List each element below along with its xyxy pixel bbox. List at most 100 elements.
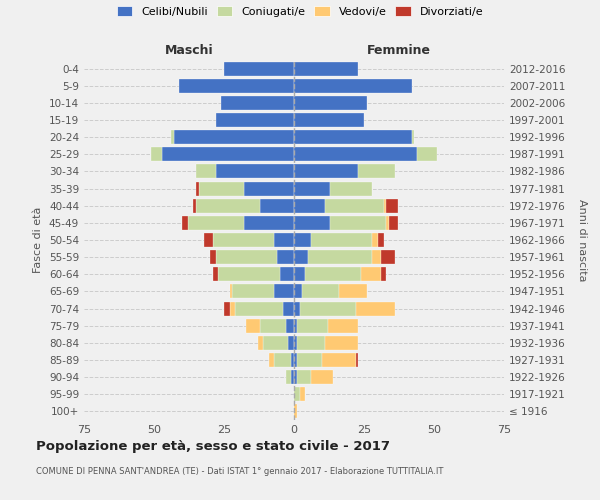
Bar bbox=[213, 268, 218, 281]
Bar bbox=[215, 164, 294, 178]
Bar bbox=[294, 182, 331, 196]
Bar bbox=[244, 182, 294, 196]
Bar bbox=[294, 148, 417, 162]
Bar bbox=[294, 404, 297, 418]
Bar bbox=[151, 148, 163, 162]
Bar bbox=[188, 216, 244, 230]
Bar bbox=[325, 198, 383, 212]
Bar bbox=[331, 216, 386, 230]
Bar bbox=[235, 302, 283, 316]
Bar bbox=[193, 198, 196, 212]
Bar bbox=[328, 318, 358, 332]
Bar bbox=[218, 268, 280, 281]
Bar bbox=[358, 164, 395, 178]
Bar bbox=[283, 302, 294, 316]
Bar bbox=[274, 353, 291, 367]
Bar bbox=[297, 336, 325, 350]
Bar bbox=[179, 78, 294, 92]
Text: Popolazione per età, sesso e stato civile - 2017: Popolazione per età, sesso e stato civil… bbox=[36, 440, 390, 453]
Bar bbox=[215, 250, 277, 264]
Bar bbox=[302, 284, 339, 298]
Bar bbox=[311, 370, 333, 384]
Bar bbox=[224, 302, 230, 316]
Text: Femmine: Femmine bbox=[367, 44, 431, 57]
Bar bbox=[289, 336, 294, 350]
Bar bbox=[331, 182, 373, 196]
Bar bbox=[299, 388, 305, 402]
Bar bbox=[263, 336, 289, 350]
Bar bbox=[386, 216, 389, 230]
Bar bbox=[325, 336, 358, 350]
Bar bbox=[383, 198, 386, 212]
Bar bbox=[274, 284, 294, 298]
Bar bbox=[257, 336, 263, 350]
Bar bbox=[277, 250, 294, 264]
Bar bbox=[381, 268, 386, 281]
Bar bbox=[196, 198, 260, 212]
Bar bbox=[221, 96, 294, 110]
Bar bbox=[294, 62, 358, 76]
Bar bbox=[294, 370, 297, 384]
Bar bbox=[305, 268, 361, 281]
Bar bbox=[260, 318, 286, 332]
Bar bbox=[361, 268, 381, 281]
Bar bbox=[269, 353, 274, 367]
Bar bbox=[294, 216, 331, 230]
Bar bbox=[260, 198, 294, 212]
Bar bbox=[412, 130, 415, 144]
Bar bbox=[294, 96, 367, 110]
Bar bbox=[244, 216, 294, 230]
Bar bbox=[373, 233, 378, 247]
Bar bbox=[297, 353, 322, 367]
Bar bbox=[291, 353, 294, 367]
Bar bbox=[294, 388, 299, 402]
Bar bbox=[247, 318, 260, 332]
Bar bbox=[205, 233, 213, 247]
Bar bbox=[286, 370, 291, 384]
Bar bbox=[291, 370, 294, 384]
Bar bbox=[294, 284, 302, 298]
Bar bbox=[381, 250, 395, 264]
Bar bbox=[294, 164, 358, 178]
Bar bbox=[311, 233, 373, 247]
Bar bbox=[356, 353, 358, 367]
Bar bbox=[230, 284, 232, 298]
Bar bbox=[294, 318, 297, 332]
Bar bbox=[417, 148, 437, 162]
Bar bbox=[199, 182, 244, 196]
Bar bbox=[280, 268, 294, 281]
Bar bbox=[171, 130, 173, 144]
Bar bbox=[210, 250, 215, 264]
Bar bbox=[213, 233, 274, 247]
Bar bbox=[297, 318, 328, 332]
Bar bbox=[224, 62, 294, 76]
Bar bbox=[294, 353, 297, 367]
Y-axis label: Anni di nascita: Anni di nascita bbox=[577, 198, 587, 281]
Bar bbox=[294, 268, 305, 281]
Bar bbox=[196, 182, 199, 196]
Bar bbox=[173, 130, 294, 144]
Bar bbox=[215, 113, 294, 127]
Bar bbox=[294, 233, 311, 247]
Legend: Celibi/Nubili, Coniugati/e, Vedovi/e, Divorziati/e: Celibi/Nubili, Coniugati/e, Vedovi/e, Di… bbox=[113, 3, 487, 20]
Bar bbox=[294, 78, 412, 92]
Bar bbox=[339, 284, 367, 298]
Bar bbox=[322, 353, 356, 367]
Bar bbox=[294, 130, 412, 144]
Text: COMUNE DI PENNA SANT'ANDREA (TE) - Dati ISTAT 1° gennaio 2017 - Elaborazione TUT: COMUNE DI PENNA SANT'ANDREA (TE) - Dati … bbox=[36, 468, 443, 476]
Bar bbox=[286, 318, 294, 332]
Bar bbox=[378, 233, 383, 247]
Text: Maschi: Maschi bbox=[164, 44, 214, 57]
Bar bbox=[386, 198, 398, 212]
Bar bbox=[294, 250, 308, 264]
Bar bbox=[389, 216, 398, 230]
Y-axis label: Fasce di età: Fasce di età bbox=[34, 207, 43, 273]
Bar bbox=[196, 164, 215, 178]
Bar bbox=[294, 113, 364, 127]
Bar bbox=[308, 250, 373, 264]
Bar bbox=[230, 302, 235, 316]
Bar bbox=[294, 198, 325, 212]
Bar bbox=[356, 302, 395, 316]
Bar bbox=[294, 336, 297, 350]
Bar bbox=[373, 250, 381, 264]
